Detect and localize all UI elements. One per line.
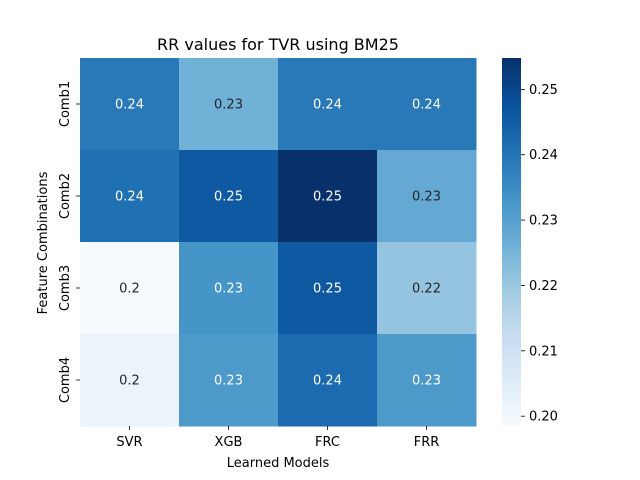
cell-value-label: 0.23	[214, 98, 243, 113]
cell-value-label: 0.22	[412, 282, 441, 297]
cell-value-label: 0.25	[214, 190, 243, 205]
x-axis: SVR XGB FRC FRR	[116, 426, 439, 450]
heatmap-cell-comb2-svr	[80, 150, 180, 243]
cell-value-label: 0.23	[412, 190, 441, 205]
x-tick-label: SVR	[116, 435, 142, 450]
colorbar-tick-label: 0.20	[529, 410, 558, 425]
cell-value-label: 0.23	[214, 282, 243, 297]
heatmap-cell-comb2-xgb	[179, 150, 279, 243]
cell-value-label: 0.23	[214, 374, 243, 389]
y-axis: Comb1 Comb2 Comb3 Comb4	[58, 81, 80, 403]
heatmap-cell-comb4-frc	[278, 334, 378, 427]
heatmap-cell-comb1-svr	[80, 58, 180, 151]
colorbar-tick-label: 0.24	[529, 148, 558, 163]
colorbar-tick-label: 0.22	[529, 279, 558, 294]
x-tick-label: FRR	[414, 435, 440, 450]
heatmap-cell-comb3-svr	[80, 242, 180, 335]
cell-value-label: 0.24	[115, 190, 144, 205]
colorbar-tick-label: 0.21	[529, 344, 558, 359]
y-tick-label: Comb1	[58, 81, 73, 127]
y-tick-label: Comb4	[58, 357, 73, 403]
colorbar-tick-label: 0.25	[529, 83, 558, 98]
cell-value-label: 0.2	[119, 282, 140, 297]
cell-value-label: 0.25	[313, 190, 342, 205]
cell-value-label: 0.24	[115, 98, 144, 113]
colorbar	[502, 58, 521, 426]
heatmap-cell-comb3-frr	[377, 242, 477, 335]
y-axis-label: Feature Combinations	[36, 171, 51, 314]
heatmap-cells	[80, 58, 477, 427]
heatmap-cell-comb4-frr	[377, 334, 477, 427]
heatmap-cell-comb1-frr	[377, 58, 477, 151]
cell-value-label: 0.24	[313, 98, 342, 113]
heatmap-cell-comb4-xgb	[179, 334, 279, 427]
heatmap-cell-comb1-frc	[278, 58, 378, 151]
cell-value-label: 0.24	[313, 374, 342, 389]
x-axis-label: Learned Models	[227, 456, 330, 471]
cell-value-label: 0.2	[119, 374, 140, 389]
heatmap-cell-comb3-xgb	[179, 242, 279, 335]
colorbar-gradient	[502, 58, 521, 426]
cell-value-label: 0.24	[412, 98, 441, 113]
colorbar-tick-label: 0.23	[529, 214, 558, 229]
cell-value-label: 0.23	[412, 374, 441, 389]
x-tick-label: XGB	[215, 435, 243, 450]
heatmap-cell-comb2-frr	[377, 150, 477, 243]
heatmap-cell-comb2-frc	[278, 150, 378, 243]
colorbar-ticks: 0.20 0.21 0.22 0.23 0.24 0.25	[521, 83, 558, 425]
chart-title: RR values for TVR using BM25	[157, 35, 399, 54]
heatmap-cell-comb1-xgb	[179, 58, 279, 151]
heatmap-cell-comb4-svr	[80, 334, 180, 427]
heatmap-cell-comb3-frc	[278, 242, 378, 335]
heatmap-cell-labels: 0.24 0.23 0.24 0.24 0.24 0.25 0.25 0.23 0.2 0.23 0…	[115, 98, 441, 389]
x-tick-label: FRC	[315, 435, 340, 450]
cell-value-label: 0.25	[313, 282, 342, 297]
y-tick-label: Comb3	[58, 265, 73, 311]
y-tick-label: Comb2	[58, 173, 73, 219]
